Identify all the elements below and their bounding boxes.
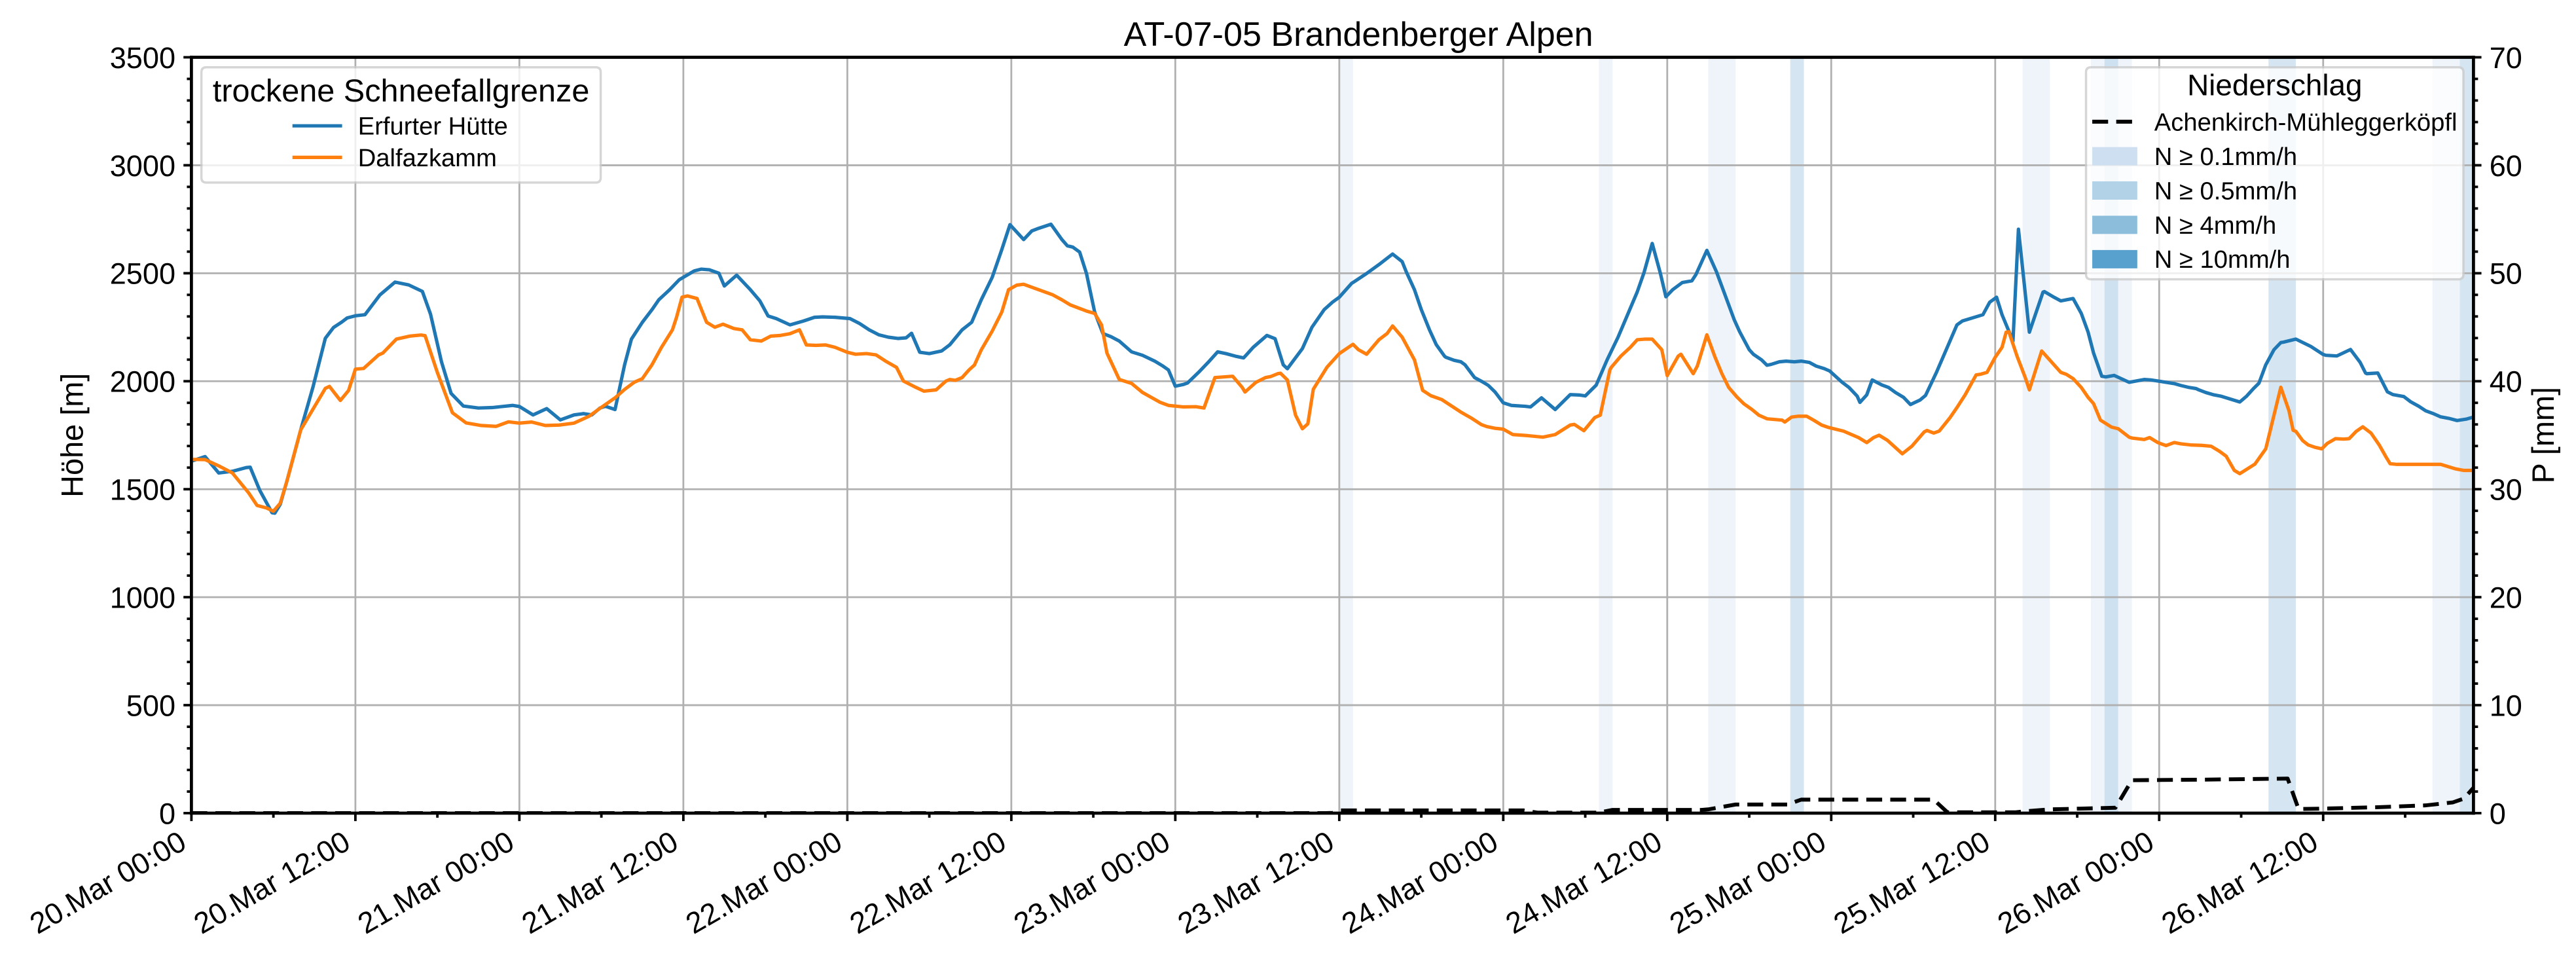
- svg-text:1000: 1000: [110, 581, 175, 614]
- svg-text:2500: 2500: [110, 257, 175, 291]
- svg-text:10: 10: [2490, 689, 2522, 722]
- svg-text:Dalfazkamm: Dalfazkamm: [358, 144, 497, 172]
- svg-text:N ≥ 0.5mm/h: N ≥ 0.5mm/h: [2154, 177, 2297, 205]
- svg-text:Höhe [m]: Höhe [m]: [56, 373, 90, 498]
- svg-text:Achenkirch-Mühleggerköpfl: Achenkirch-Mühleggerköpfl: [2154, 109, 2458, 137]
- svg-text:P [mm]: P [mm]: [2526, 387, 2560, 484]
- svg-text:AT-07-05 Brandenberger Alpen: AT-07-05 Brandenberger Alpen: [1124, 16, 1593, 54]
- svg-text:0: 0: [159, 797, 175, 830]
- svg-text:30: 30: [2490, 473, 2522, 507]
- svg-text:500: 500: [126, 689, 175, 722]
- svg-text:50: 50: [2490, 257, 2522, 291]
- svg-text:20: 20: [2490, 581, 2522, 614]
- svg-text:N ≥ 4mm/h: N ≥ 4mm/h: [2154, 211, 2276, 240]
- svg-text:3500: 3500: [110, 41, 175, 75]
- svg-text:N ≥ 10mm/h: N ≥ 10mm/h: [2154, 246, 2291, 274]
- svg-text:70: 70: [2490, 41, 2522, 75]
- svg-text:Erfurter Hütte: Erfurter Hütte: [358, 113, 508, 141]
- svg-text:3000: 3000: [110, 149, 175, 183]
- svg-text:40: 40: [2490, 365, 2522, 399]
- svg-text:Niederschlag: Niederschlag: [2187, 69, 2362, 102]
- svg-text:2000: 2000: [110, 365, 175, 399]
- svg-text:0: 0: [2490, 797, 2506, 830]
- svg-text:trockene Schneefallgrenze: trockene Schneefallgrenze: [213, 73, 590, 109]
- svg-text:N ≥ 0.1mm/h: N ≥ 0.1mm/h: [2154, 143, 2297, 171]
- svg-text:60: 60: [2490, 149, 2522, 183]
- svg-text:1500: 1500: [110, 473, 175, 507]
